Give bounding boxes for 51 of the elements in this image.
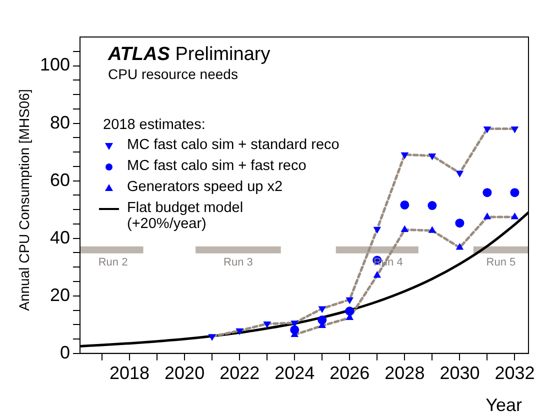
point xyxy=(318,306,326,314)
legend-title: 2018 estimates: xyxy=(103,117,206,133)
x-tick-label: 2026 xyxy=(330,363,370,384)
point xyxy=(482,188,492,198)
point xyxy=(263,322,271,328)
y-tick-label: 20 xyxy=(50,284,70,305)
point xyxy=(428,154,436,160)
point xyxy=(510,126,519,134)
x-tick-label: 2022 xyxy=(220,363,260,384)
x-tick-label: 2030 xyxy=(440,363,480,384)
point xyxy=(236,328,244,336)
point xyxy=(483,212,492,220)
legend-label: MC fast calo sim + standard reco xyxy=(127,137,340,153)
point xyxy=(345,306,354,316)
x-tick-label: 2032 xyxy=(494,363,535,384)
y-tick-label: 80 xyxy=(50,112,70,132)
y-tick-label: 0 xyxy=(60,342,70,362)
x-tick-label: 2024 xyxy=(274,363,315,384)
x-tick-label: 2018 xyxy=(110,363,150,384)
point xyxy=(290,325,300,334)
chart-title: ATLAS Preliminary xyxy=(108,44,270,66)
point xyxy=(456,170,464,178)
legend-label: Generators speed up x2 xyxy=(127,179,283,195)
point xyxy=(346,297,354,304)
point xyxy=(483,126,492,134)
point xyxy=(373,226,382,234)
y-tick-label: 100 xyxy=(40,54,70,75)
point xyxy=(510,212,519,220)
point xyxy=(400,225,409,232)
x-tick-label: 2020 xyxy=(164,363,205,384)
point xyxy=(455,218,464,228)
point xyxy=(400,200,410,210)
point xyxy=(373,270,382,278)
point xyxy=(510,188,520,198)
point xyxy=(428,201,437,210)
text: CPU resource needs xyxy=(108,66,238,82)
annotation: Run 5 xyxy=(486,256,516,268)
y-axis-title: Annual CPU Consumption [MHS06] xyxy=(16,89,32,311)
point xyxy=(428,226,436,233)
point xyxy=(456,243,464,250)
point xyxy=(400,152,409,160)
annotation: Run 2 xyxy=(98,256,128,268)
y-tick-label: 40 xyxy=(50,227,70,248)
point xyxy=(318,316,327,325)
annotation: Run 3 xyxy=(224,256,253,268)
x-tick-label: 2028 xyxy=(384,363,425,384)
point xyxy=(208,334,216,341)
x-axis-title: Year xyxy=(486,395,522,416)
y-tick-label: 60 xyxy=(50,170,70,190)
legend-label: MC fast calo sim + fast reco xyxy=(127,158,306,174)
legend-label: Flat budget model (+20%/year) xyxy=(127,200,244,232)
